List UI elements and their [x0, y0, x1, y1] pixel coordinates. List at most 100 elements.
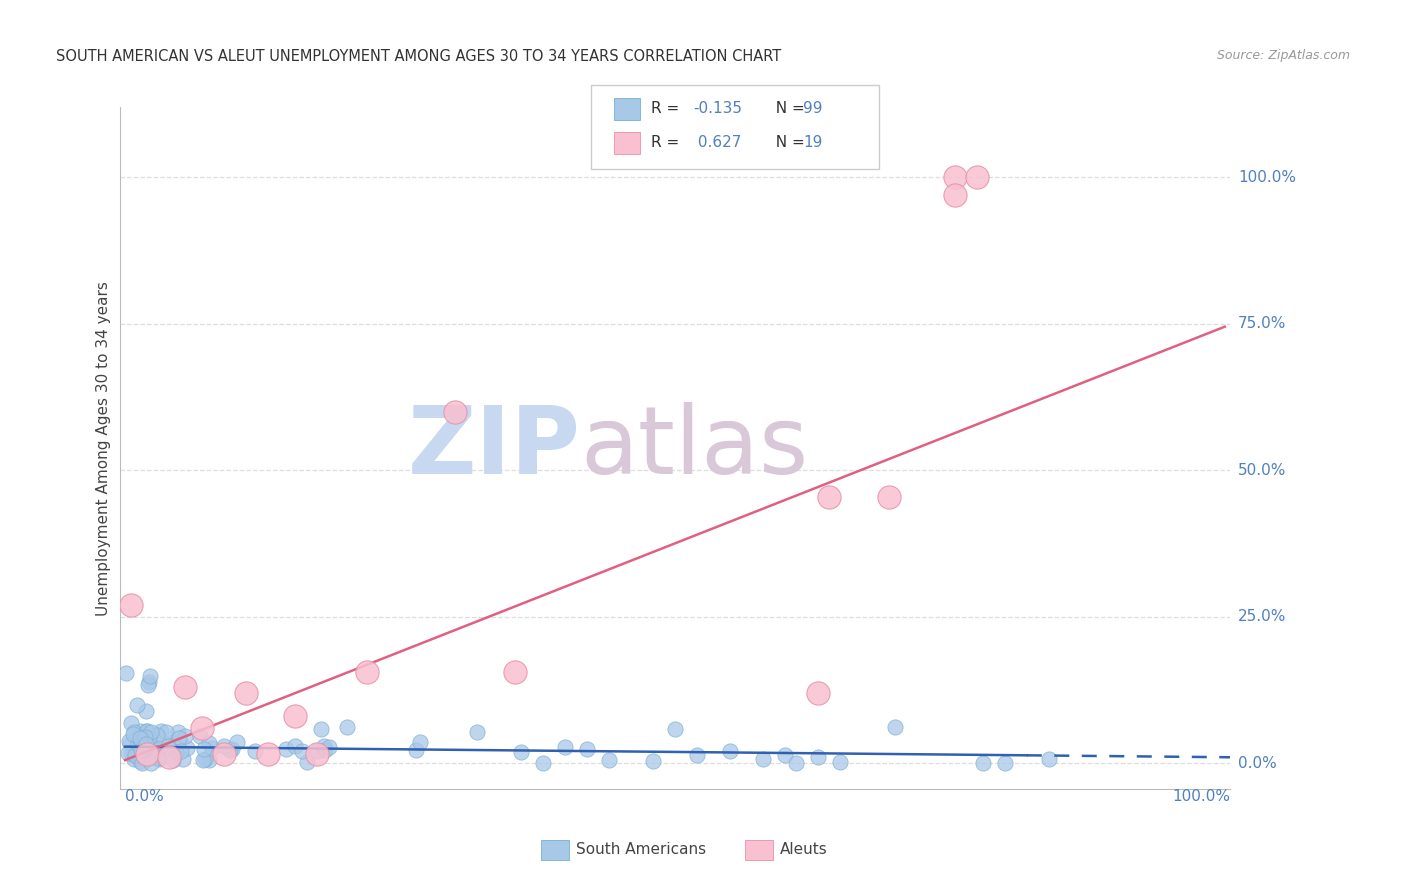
Point [257, 747, 280, 762]
Point [188, 729, 211, 743]
Point [718, 744, 741, 758]
Point [1038, 751, 1060, 765]
Point [554, 739, 576, 754]
Point [752, 752, 775, 766]
Point [156, 739, 179, 753]
Point [124, 725, 146, 739]
Point [135, 737, 157, 751]
Text: 0.0%: 0.0% [1237, 756, 1277, 771]
Point [336, 720, 359, 734]
Text: SOUTH AMERICAN VS ALEUT UNEMPLOYMENT AMONG AGES 30 TO 34 YEARS CORRELATION CHART: SOUTH AMERICAN VS ALEUT UNEMPLOYMENT AMO… [56, 49, 782, 64]
Text: R =: R = [651, 136, 685, 150]
Point [314, 743, 336, 757]
Point [219, 743, 242, 757]
Point [157, 750, 180, 764]
Point [201, 740, 224, 755]
Text: ZIP: ZIP [408, 402, 581, 494]
Point [124, 748, 146, 763]
Point [162, 752, 184, 766]
Point [879, 490, 901, 504]
Point [295, 755, 318, 769]
Point [132, 732, 155, 747]
Point [193, 741, 215, 756]
Point [598, 753, 620, 767]
Point [405, 743, 427, 757]
Point [245, 744, 267, 758]
Point [785, 756, 807, 770]
Point [162, 734, 184, 748]
Point [134, 730, 156, 744]
Text: 19: 19 [803, 136, 823, 150]
Point [148, 752, 170, 766]
Point [221, 741, 243, 756]
Point [531, 756, 554, 770]
Y-axis label: Unemployment Among Ages 30 to 34 years: Unemployment Among Ages 30 to 34 years [96, 281, 111, 615]
Point [318, 739, 340, 754]
Point [128, 754, 150, 768]
Point [135, 740, 157, 755]
Point [972, 756, 994, 770]
Point [943, 187, 966, 202]
Point [120, 598, 142, 612]
Point [235, 686, 257, 700]
Point [149, 741, 172, 756]
Point [465, 725, 488, 739]
Point [127, 728, 149, 742]
Point [115, 665, 138, 680]
Point [174, 680, 197, 694]
Text: 75.0%: 75.0% [1237, 317, 1286, 331]
Point [312, 739, 335, 753]
Text: atlas: atlas [581, 402, 808, 494]
Point [444, 404, 467, 418]
Point [575, 742, 598, 756]
Point [145, 751, 167, 765]
Text: N =: N = [766, 136, 810, 150]
Point [129, 733, 152, 747]
Point [132, 748, 155, 763]
Point [409, 735, 432, 749]
Point [170, 744, 193, 758]
Point [122, 751, 145, 765]
Text: 99: 99 [803, 102, 823, 116]
Point [305, 744, 328, 758]
Text: R =: R = [651, 102, 685, 116]
Point [136, 747, 159, 762]
Point [146, 728, 169, 742]
Point [226, 735, 249, 749]
Point [118, 733, 141, 747]
Point [135, 723, 157, 738]
Text: 0.0%: 0.0% [125, 789, 163, 805]
Point [212, 747, 235, 762]
Point [135, 704, 157, 718]
Text: 25.0%: 25.0% [1237, 609, 1286, 624]
Point [356, 665, 378, 680]
Point [284, 739, 307, 753]
Text: N =: N = [766, 102, 810, 116]
Point [129, 743, 152, 757]
Text: 0.627: 0.627 [693, 136, 741, 150]
Point [129, 731, 152, 746]
Point [149, 724, 172, 739]
Point [883, 720, 905, 734]
Point [307, 747, 329, 762]
Point [136, 678, 159, 692]
Point [120, 737, 142, 751]
Point [943, 170, 966, 185]
Point [198, 753, 221, 767]
Text: Aleuts: Aleuts [780, 842, 828, 856]
Point [505, 665, 527, 680]
Point [138, 731, 160, 746]
Point [193, 753, 215, 767]
Point [141, 739, 163, 753]
Point [309, 723, 332, 737]
Point [117, 746, 139, 760]
Point [994, 756, 1017, 770]
Point [135, 724, 157, 739]
Point [214, 739, 236, 754]
Point [131, 756, 153, 770]
Point [127, 737, 149, 751]
Point [818, 490, 841, 504]
Point [641, 754, 664, 768]
Point [122, 727, 145, 741]
Point [176, 740, 198, 755]
